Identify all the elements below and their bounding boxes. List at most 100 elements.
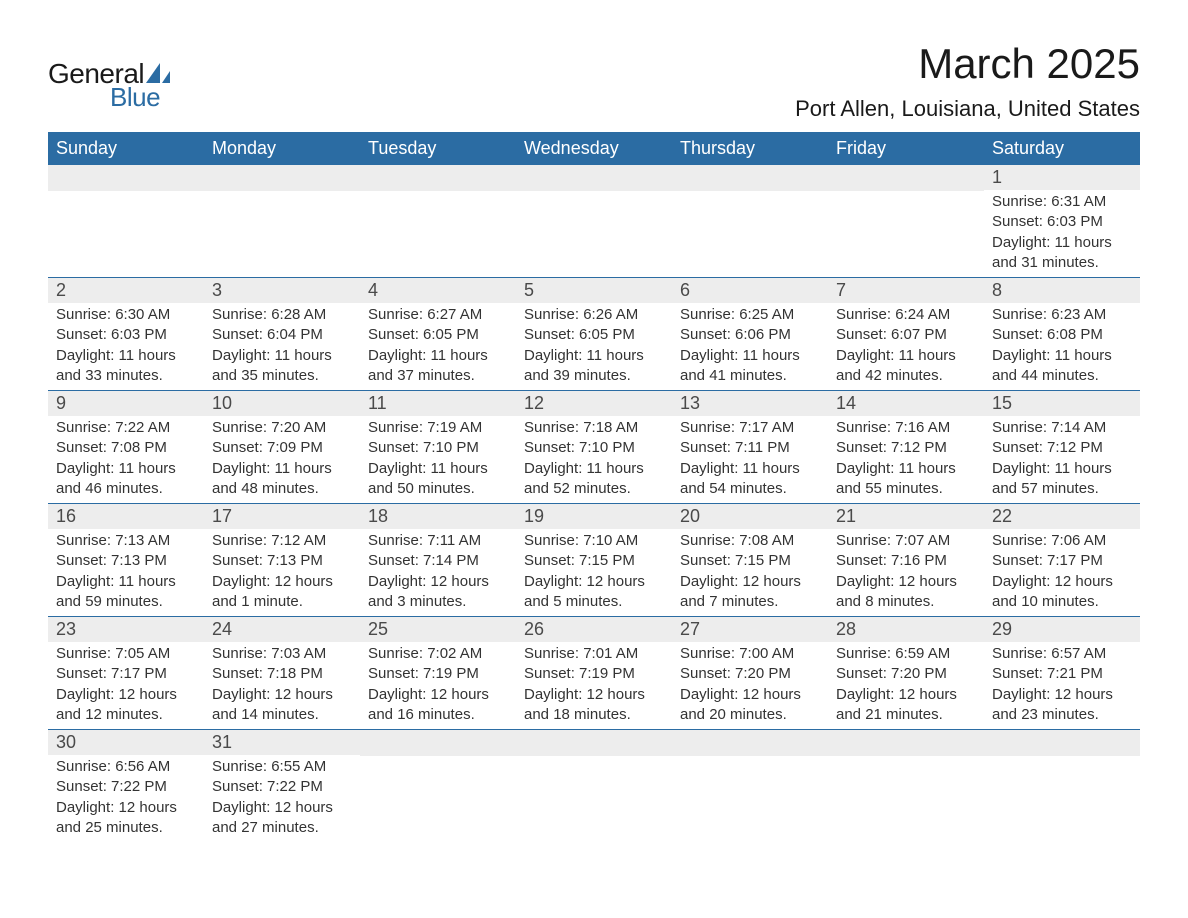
- sail-icon: [146, 63, 170, 83]
- calendar: Sunday Monday Tuesday Wednesday Thursday…: [48, 132, 1140, 842]
- day-number: [672, 165, 828, 191]
- day-number: [516, 165, 672, 191]
- sunset-text: Sunset: 6:07 PM: [836, 325, 976, 345]
- day-number: 28: [828, 617, 984, 642]
- day-number: 5: [516, 278, 672, 303]
- day-cell: 11Sunrise: 7:19 AMSunset: 7:10 PMDayligh…: [360, 391, 516, 503]
- day-cell: 29Sunrise: 6:57 AMSunset: 7:21 PMDayligh…: [984, 617, 1140, 729]
- sunrise-text: Sunrise: 7:06 AM: [992, 531, 1132, 551]
- week-row: 23Sunrise: 7:05 AMSunset: 7:17 PMDayligh…: [48, 616, 1140, 729]
- weekday-friday: Friday: [828, 132, 984, 165]
- day-number: 14: [828, 391, 984, 416]
- sunrise-text: Sunrise: 7:19 AM: [368, 418, 508, 438]
- day-body: Sunrise: 7:00 AMSunset: 7:20 PMDaylight:…: [672, 642, 828, 729]
- sunrise-text: Sunrise: 6:57 AM: [992, 644, 1132, 664]
- sunset-text: Sunset: 7:13 PM: [56, 551, 196, 571]
- day-number: 11: [360, 391, 516, 416]
- day-body: Sunrise: 7:10 AMSunset: 7:15 PMDaylight:…: [516, 529, 672, 616]
- day-number: 15: [984, 391, 1140, 416]
- weekday-monday: Monday: [204, 132, 360, 165]
- daylight-text: Daylight: 11 hours and 48 minutes.: [212, 459, 352, 500]
- day-number: 22: [984, 504, 1140, 529]
- day-cell: [360, 730, 516, 842]
- day-cell: 1Sunrise: 6:31 AMSunset: 6:03 PMDaylight…: [984, 165, 1140, 277]
- sunset-text: Sunset: 7:22 PM: [56, 777, 196, 797]
- day-body: Sunrise: 7:14 AMSunset: 7:12 PMDaylight:…: [984, 416, 1140, 503]
- sunrise-text: Sunrise: 6:24 AM: [836, 305, 976, 325]
- day-cell: 5Sunrise: 6:26 AMSunset: 6:05 PMDaylight…: [516, 278, 672, 390]
- day-body: Sunrise: 6:31 AMSunset: 6:03 PMDaylight:…: [984, 190, 1140, 277]
- sunset-text: Sunset: 7:09 PM: [212, 438, 352, 458]
- day-cell: [828, 165, 984, 277]
- weekday-tuesday: Tuesday: [360, 132, 516, 165]
- day-number: 18: [360, 504, 516, 529]
- day-cell: [204, 165, 360, 277]
- day-cell: 9Sunrise: 7:22 AMSunset: 7:08 PMDaylight…: [48, 391, 204, 503]
- day-body: Sunrise: 7:13 AMSunset: 7:13 PMDaylight:…: [48, 529, 204, 616]
- day-cell: 17Sunrise: 7:12 AMSunset: 7:13 PMDayligh…: [204, 504, 360, 616]
- sunrise-text: Sunrise: 6:59 AM: [836, 644, 976, 664]
- day-number: 10: [204, 391, 360, 416]
- daylight-text: Daylight: 11 hours and 54 minutes.: [680, 459, 820, 500]
- daylight-text: Daylight: 11 hours and 57 minutes.: [992, 459, 1132, 500]
- sunrise-text: Sunrise: 7:10 AM: [524, 531, 664, 551]
- day-number: [360, 165, 516, 191]
- day-number: 17: [204, 504, 360, 529]
- day-body: Sunrise: 7:05 AMSunset: 7:17 PMDaylight:…: [48, 642, 204, 729]
- daylight-text: Daylight: 11 hours and 46 minutes.: [56, 459, 196, 500]
- day-number: 25: [360, 617, 516, 642]
- location-text: Port Allen, Louisiana, United States: [795, 96, 1140, 122]
- sunrise-text: Sunrise: 7:11 AM: [368, 531, 508, 551]
- day-cell: 2Sunrise: 6:30 AMSunset: 6:03 PMDaylight…: [48, 278, 204, 390]
- day-body: Sunrise: 7:07 AMSunset: 7:16 PMDaylight:…: [828, 529, 984, 616]
- sunrise-text: Sunrise: 6:23 AM: [992, 305, 1132, 325]
- daylight-text: Daylight: 12 hours and 27 minutes.: [212, 798, 352, 839]
- week-row: 9Sunrise: 7:22 AMSunset: 7:08 PMDaylight…: [48, 390, 1140, 503]
- sunset-text: Sunset: 6:03 PM: [56, 325, 196, 345]
- sunset-text: Sunset: 6:03 PM: [992, 212, 1132, 232]
- day-number: [672, 730, 828, 756]
- sunrise-text: Sunrise: 7:17 AM: [680, 418, 820, 438]
- daylight-text: Daylight: 11 hours and 37 minutes.: [368, 346, 508, 387]
- day-cell: 8Sunrise: 6:23 AMSunset: 6:08 PMDaylight…: [984, 278, 1140, 390]
- daylight-text: Daylight: 12 hours and 21 minutes.: [836, 685, 976, 726]
- sunrise-text: Sunrise: 7:22 AM: [56, 418, 196, 438]
- sunset-text: Sunset: 7:15 PM: [680, 551, 820, 571]
- day-number: 6: [672, 278, 828, 303]
- day-body: Sunrise: 6:27 AMSunset: 6:05 PMDaylight:…: [360, 303, 516, 390]
- week-row: 2Sunrise: 6:30 AMSunset: 6:03 PMDaylight…: [48, 277, 1140, 390]
- weekday-wednesday: Wednesday: [516, 132, 672, 165]
- weekday-header-row: Sunday Monday Tuesday Wednesday Thursday…: [48, 132, 1140, 165]
- day-cell: 24Sunrise: 7:03 AMSunset: 7:18 PMDayligh…: [204, 617, 360, 729]
- sunrise-text: Sunrise: 6:31 AM: [992, 192, 1132, 212]
- day-body: Sunrise: 7:11 AMSunset: 7:14 PMDaylight:…: [360, 529, 516, 616]
- day-cell: [672, 730, 828, 842]
- day-number: 7: [828, 278, 984, 303]
- sunset-text: Sunset: 7:20 PM: [836, 664, 976, 684]
- day-body: Sunrise: 6:28 AMSunset: 6:04 PMDaylight:…: [204, 303, 360, 390]
- sunset-text: Sunset: 7:19 PM: [524, 664, 664, 684]
- sunset-text: Sunset: 7:17 PM: [56, 664, 196, 684]
- day-number: 2: [48, 278, 204, 303]
- header: General Blue March 2025 Port Allen, Loui…: [48, 40, 1140, 122]
- day-body: Sunrise: 6:56 AMSunset: 7:22 PMDaylight:…: [48, 755, 204, 842]
- day-cell: 31Sunrise: 6:55 AMSunset: 7:22 PMDayligh…: [204, 730, 360, 842]
- sunrise-text: Sunrise: 6:56 AM: [56, 757, 196, 777]
- sunset-text: Sunset: 7:11 PM: [680, 438, 820, 458]
- daylight-text: Daylight: 11 hours and 55 minutes.: [836, 459, 976, 500]
- sunset-text: Sunset: 7:17 PM: [992, 551, 1132, 571]
- daylight-text: Daylight: 11 hours and 39 minutes.: [524, 346, 664, 387]
- day-cell: 15Sunrise: 7:14 AMSunset: 7:12 PMDayligh…: [984, 391, 1140, 503]
- daylight-text: Daylight: 12 hours and 23 minutes.: [992, 685, 1132, 726]
- daylight-text: Daylight: 12 hours and 25 minutes.: [56, 798, 196, 839]
- day-body: Sunrise: 6:30 AMSunset: 6:03 PMDaylight:…: [48, 303, 204, 390]
- day-number: [360, 730, 516, 756]
- day-cell: 23Sunrise: 7:05 AMSunset: 7:17 PMDayligh…: [48, 617, 204, 729]
- sunset-text: Sunset: 6:05 PM: [524, 325, 664, 345]
- sunrise-text: Sunrise: 7:01 AM: [524, 644, 664, 664]
- day-cell: 21Sunrise: 7:07 AMSunset: 7:16 PMDayligh…: [828, 504, 984, 616]
- sunset-text: Sunset: 7:18 PM: [212, 664, 352, 684]
- sunrise-text: Sunrise: 6:27 AM: [368, 305, 508, 325]
- day-cell: 7Sunrise: 6:24 AMSunset: 6:07 PMDaylight…: [828, 278, 984, 390]
- daylight-text: Daylight: 12 hours and 10 minutes.: [992, 572, 1132, 613]
